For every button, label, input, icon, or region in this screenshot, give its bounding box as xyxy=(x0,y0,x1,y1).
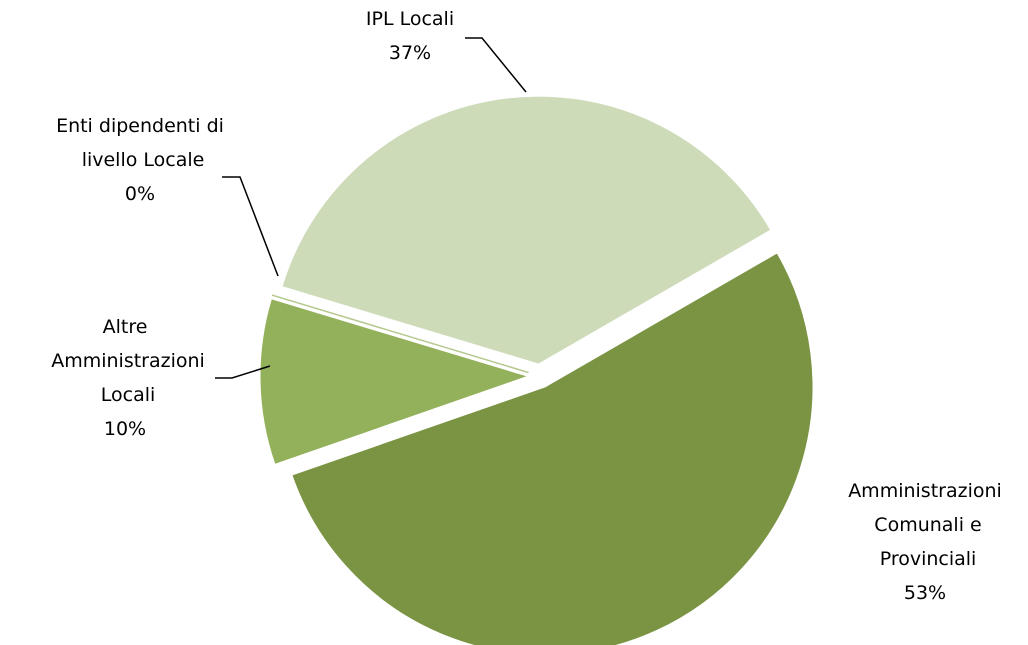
slice-value-label: 10% xyxy=(104,418,146,440)
leader-line xyxy=(465,37,527,93)
pie-slice xyxy=(291,252,814,645)
label-line: Altre xyxy=(103,316,148,338)
label-line: Provinciali xyxy=(874,548,977,570)
slice-value-label: 37% xyxy=(389,42,431,64)
label-line: Amministrazioni xyxy=(45,350,205,372)
label-line: Locali xyxy=(95,384,156,406)
slice-label: IPL Locali xyxy=(366,8,454,30)
slice-label: Altre Amministrazioni Locali xyxy=(45,316,205,406)
label-line: IPL Locali xyxy=(366,8,454,30)
label-line: Amministrazioni xyxy=(848,480,1002,502)
label-line: Comunali e xyxy=(868,514,981,536)
pie-slice xyxy=(259,298,530,466)
slice-label: Enti dipendenti di livello Locale xyxy=(56,115,224,171)
leader-line xyxy=(222,176,279,277)
slice-label: Amministrazioni Comunali e Provinciali xyxy=(848,480,1002,570)
slice-value-label: 0% xyxy=(125,183,155,205)
leader-line xyxy=(215,365,271,379)
slice-value-label: 53% xyxy=(904,582,946,604)
label-line: Enti dipendenti di xyxy=(56,115,224,137)
label-line: livello Locale xyxy=(76,149,205,171)
pie-slice xyxy=(281,95,772,365)
pie-slice xyxy=(271,294,529,374)
